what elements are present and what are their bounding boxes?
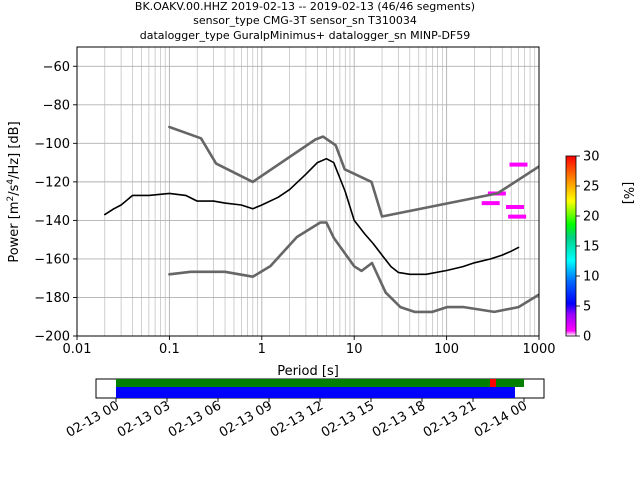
- colorbar-tick-label: 5: [583, 300, 591, 315]
- y-axis-label: Power [m2/s4/Hz] [dB]: [6, 121, 22, 262]
- x-tick-label: 1000: [522, 342, 555, 357]
- psd-cloud: [481, 162, 528, 219]
- colorbar-tick-label: 0: [583, 330, 591, 345]
- psd-outlier: [481, 201, 500, 206]
- colorbar-label: [%]: [620, 182, 635, 205]
- x-tick-label: 100: [434, 342, 459, 357]
- timeline-tick-label: 02-14 00: [472, 398, 530, 440]
- x-axis-label: Period [s]: [277, 364, 339, 379]
- timeline-tick-label: 02-13 03: [115, 398, 173, 440]
- psd-outlier: [508, 214, 527, 219]
- timeline-gap-mark: [490, 379, 496, 387]
- nhnm-line: [168, 125, 539, 218]
- timeline-psd-bar: [116, 387, 515, 398]
- colorbar-tick-label: 10: [583, 270, 600, 285]
- x-tick-label: 1: [258, 342, 266, 357]
- timeline-tick-label: 02-13 00: [64, 398, 122, 440]
- timeline-tick-label: 02-13 12: [268, 398, 326, 440]
- title-line-2: sensor_type CMG-3T sensor_sn T310034: [193, 14, 417, 27]
- mean-line: [104, 157, 520, 276]
- x-tick-label: 0.1: [159, 342, 180, 357]
- y-tick-label: −180: [34, 291, 70, 306]
- title-line-1: BK.OAKV.00.HHZ 2019-02-13 -- 2019-02-13 …: [135, 0, 475, 13]
- colorbar-tick-label: 15: [583, 240, 600, 255]
- y-tick-label: −80: [43, 98, 70, 113]
- timeline-tick-label: 02-13 15: [319, 398, 377, 440]
- timeline-tick-label: 02-13 21: [421, 398, 479, 440]
- y-tick-label: −100: [34, 137, 70, 152]
- colorbar: [565, 155, 577, 337]
- y-tick-label: −160: [34, 252, 70, 267]
- psd-outlier: [509, 162, 528, 167]
- x-tick-label: 0.01: [63, 342, 92, 357]
- x-axis-ticks: 0.01 0.1 1 10 100 1000: [63, 336, 556, 357]
- title-line-3: datalogger_type GuralpMinimus+ datalogge…: [140, 29, 471, 42]
- timeline-tick-label: 02-13 18: [370, 398, 428, 440]
- colorbar-ticks: 0 5 10 15 20 25 30: [576, 150, 600, 345]
- x-tick-label: 10: [346, 342, 363, 357]
- colorbar-tick-label: 25: [583, 180, 600, 195]
- colorbar-tick-label: 30: [583, 150, 600, 165]
- y-tick-label: −140: [34, 214, 70, 229]
- y-tick-label: −60: [43, 60, 70, 75]
- y-tick-label: −200: [34, 330, 70, 345]
- grid: [77, 47, 539, 337]
- colorbar-tick-label: 20: [583, 210, 600, 225]
- timeline-tick-label: 02-13 09: [217, 398, 275, 440]
- timeline-tick-label: 02-13 06: [166, 398, 224, 440]
- plot-frame: [76, 46, 540, 337]
- noise-models: [104, 125, 539, 314]
- y-tick-label: −120: [34, 175, 70, 190]
- psd-outlier: [506, 204, 525, 209]
- timeline-data-bar: [116, 379, 524, 387]
- y-axis-ticks: −60 −80 −100 −120 −140 −160 −180 −200: [34, 60, 77, 345]
- nlnm-line: [168, 221, 539, 314]
